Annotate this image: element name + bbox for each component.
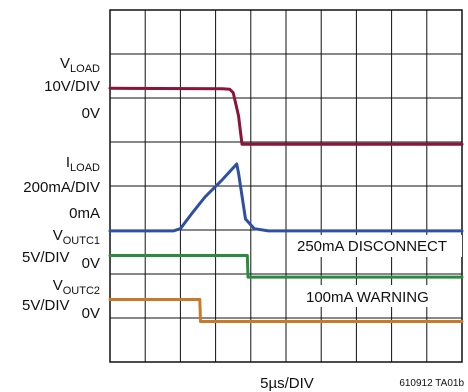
iload-name-label: ILOAD [66,154,100,174]
vload-zero-label: 0V [82,105,100,122]
annotation-warning: 100mA WARNING [306,289,429,306]
voutc1-name-label: VOUTC1 [53,227,100,247]
traces [108,86,464,323]
voutc1-zero-label: 0V [82,255,100,272]
figure-code: 610912 TA01b [399,378,464,389]
iload-scale-label: 200mA/DIV [23,179,100,196]
voutc1-scale-label: 5V/DIV [22,249,70,266]
voutc2-trace [108,298,464,323]
vload-name-label: VLOAD [60,55,100,75]
voutc2-zero-label: 0V [82,305,100,322]
grid [109,9,463,363]
labels: VLOAD 10V/DIV 0V ILOAD 200mA/DIV 0mA VOU… [22,55,464,392]
annotation-bg-2 [300,285,450,307]
voutc2-scale-label: 5V/DIV [22,297,70,314]
x-scale-label: 5µs/DIV [260,375,314,392]
iload-zero-label: 0mA [69,205,100,222]
iload-trace [108,162,464,233]
vload-trace [108,86,464,146]
voutc1-trace [108,254,464,279]
vload-scale-label: 10V/DIV [44,78,100,95]
annotation-bg-1 [292,235,462,257]
voutc2-name-label: VOUTC2 [53,277,100,297]
annotation-disconnect: 250mA DISCONNECT [297,238,447,255]
